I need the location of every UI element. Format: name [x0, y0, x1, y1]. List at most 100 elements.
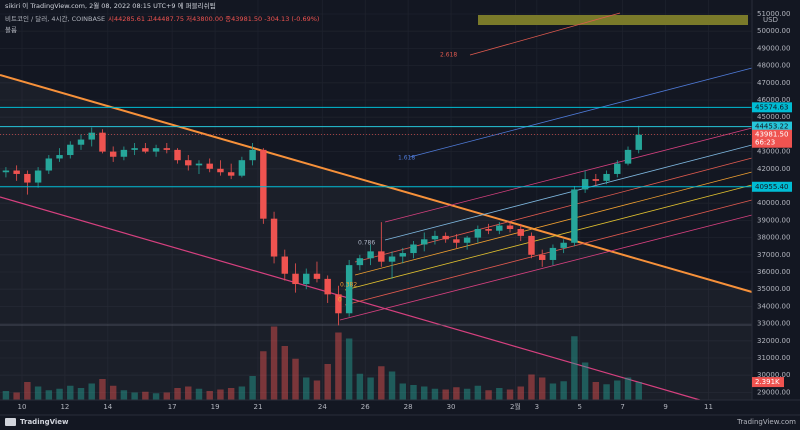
volume-bar	[142, 391, 149, 400]
volume-bar	[442, 389, 449, 400]
candle-body	[528, 235, 535, 255]
volume-bar	[356, 373, 364, 400]
site: TradingView.com	[736, 418, 796, 426]
candle-body	[560, 242, 567, 248]
candle-body	[474, 228, 482, 238]
candle-body	[109, 151, 117, 157]
candle-body	[388, 256, 396, 262]
volume-bar	[528, 374, 535, 400]
y-tick-label: 30000.00	[757, 371, 790, 379]
candle-body	[174, 149, 181, 161]
price-axis	[752, 0, 800, 400]
y-tick-label: 45000.00	[757, 113, 790, 121]
ohlc: 시44285.61 고44487.75 저43800.00 종43981.50 …	[108, 14, 319, 23]
fib-line	[384, 144, 753, 241]
publish-info: sikiri 이 TradingView.com, 2월 08, 2022 08…	[5, 1, 216, 10]
candle-body	[571, 189, 578, 243]
candle-body	[45, 158, 53, 171]
volume-bar	[345, 338, 353, 400]
y-tick-label: 34000.00	[757, 302, 790, 310]
candle-body	[270, 218, 278, 257]
volume-bar	[538, 377, 546, 400]
volume-bar	[260, 351, 267, 400]
y-tick-label: 38000.00	[757, 234, 790, 242]
x-tick-label: 2월	[510, 402, 521, 411]
volume-bar	[67, 385, 74, 400]
volume-bar	[2, 391, 10, 400]
volume-bar	[270, 326, 278, 400]
volume-bar	[592, 382, 600, 400]
drawings	[0, 12, 753, 401]
y-tick-label: 50000.00	[757, 27, 790, 35]
volume-bar	[431, 388, 439, 400]
y-tick-label: 31000.00	[757, 354, 790, 362]
x-tick-label: 21	[254, 403, 263, 411]
volume-bar	[249, 376, 256, 400]
candle-body	[34, 170, 42, 183]
fib-label: 0.786	[358, 240, 375, 247]
volume-bar	[560, 381, 567, 400]
x-tick-label: 12	[60, 403, 69, 411]
volume-bar	[506, 389, 514, 400]
candle-body	[260, 149, 267, 219]
y-tick-label: 49000.00	[757, 44, 790, 52]
x-tick-label: 3	[535, 403, 539, 411]
y-tick-label: 42000.00	[757, 165, 790, 173]
candle-body	[603, 173, 610, 181]
volume-bar	[410, 385, 417, 400]
volume-bar	[88, 383, 95, 400]
candle-body	[131, 148, 138, 150]
candle-body	[431, 235, 439, 240]
candle-body	[249, 149, 256, 161]
trend-line	[0, 74, 753, 293]
candle-body	[506, 225, 514, 229]
candle-body	[206, 163, 213, 169]
logo: TradingView	[20, 418, 69, 426]
last-price-label: 43981.50	[755, 131, 788, 139]
candle-body	[614, 163, 621, 174]
candle-body	[410, 244, 417, 254]
fib-label: 1.618	[398, 155, 415, 162]
candle-body	[2, 170, 10, 173]
price-label: 45574.63	[755, 103, 788, 111]
y-tick-label: 48000.00	[757, 62, 790, 70]
volume-bar	[324, 364, 331, 400]
candle-body	[496, 225, 503, 231]
fib-line	[384, 127, 753, 223]
price-label: 40955.40	[755, 183, 788, 191]
fib-label: 2.618	[440, 52, 457, 59]
candle-body	[292, 273, 299, 285]
candle-body	[324, 278, 331, 295]
last-price-bg	[752, 129, 792, 148]
volume-bar	[195, 388, 203, 400]
y-tick-label: 36000.00	[757, 268, 790, 276]
volume-bar	[624, 377, 632, 400]
candle-body	[88, 132, 95, 140]
volume-title: 볼륨	[5, 25, 17, 34]
volume-bar	[13, 392, 20, 400]
y-tick-label: 40000.00	[757, 199, 790, 207]
y-tick-label: 37000.00	[757, 251, 790, 259]
x-tick-label: 26	[361, 403, 370, 411]
candle-body	[77, 139, 85, 145]
y-tick-label: 33000.00	[757, 320, 790, 328]
x-tick-label: 10	[18, 403, 27, 411]
volume-bar	[24, 382, 31, 400]
candle-body	[227, 172, 235, 176]
volume-bar	[227, 388, 235, 400]
axes: 29000.00 30000.00 31000.00 32000.00 33000.00…	[18, 10, 792, 411]
x-tick-label: 30	[447, 403, 456, 411]
volume-bar	[367, 377, 374, 400]
y-tick-label: 39000.00	[757, 216, 790, 224]
volume-bar	[378, 366, 385, 400]
x-tick-label: 9	[663, 403, 667, 411]
candle-body	[163, 148, 171, 150]
volume-label: 2.391K	[755, 378, 780, 386]
volume-bar	[163, 392, 171, 400]
candle-body	[635, 134, 642, 150]
volume-bar	[238, 386, 246, 400]
candle-body	[56, 155, 63, 159]
candle-body	[517, 228, 524, 236]
volume-bar	[45, 390, 53, 400]
